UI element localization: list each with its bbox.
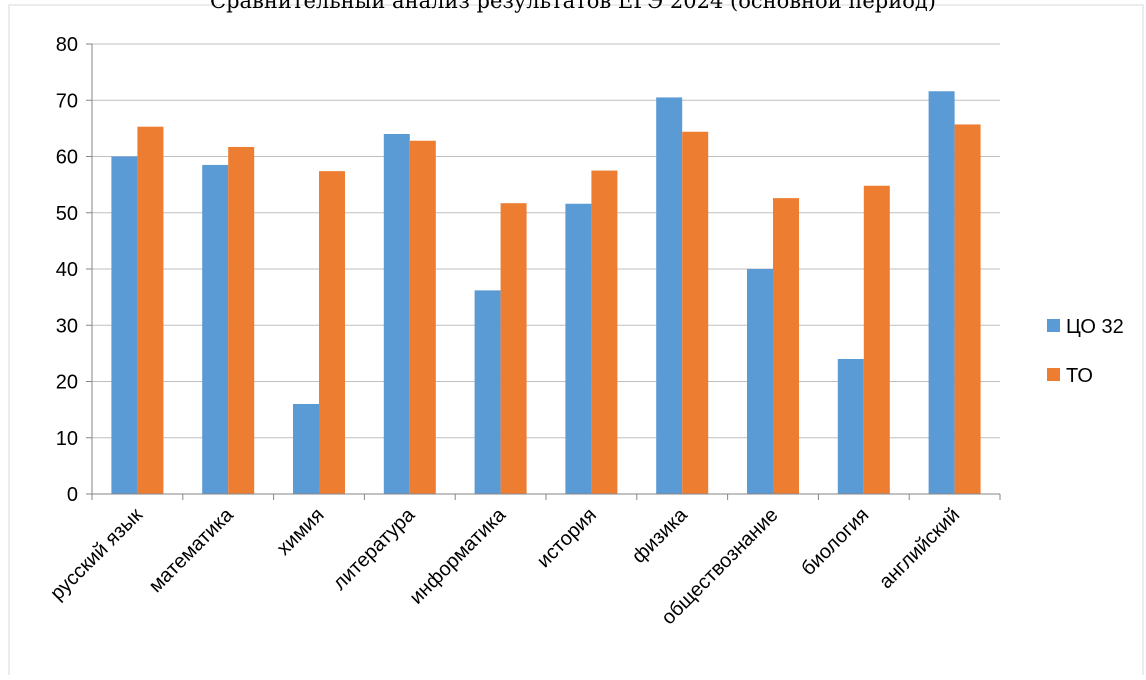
y-tick-label: 60: [56, 147, 78, 169]
bar: [202, 164, 229, 494]
y-tick-label: 20: [56, 372, 78, 394]
bar: [228, 146, 255, 494]
bar: [409, 140, 436, 494]
bar: [928, 91, 955, 494]
bar: [656, 97, 683, 494]
bar: [747, 269, 773, 494]
legend: ЦО 32 ТО: [1047, 316, 1124, 387]
y-tick-label: 30: [56, 315, 78, 337]
x-tick-label: физика: [628, 503, 692, 567]
x-tick-label: химия: [273, 504, 329, 560]
x-tick-label: история: [533, 504, 601, 572]
x-tick-label: английский: [875, 504, 964, 593]
bar: [111, 156, 138, 494]
y-tick-label: 80: [56, 34, 78, 56]
legend-swatch: [1047, 368, 1060, 381]
y-tick-label: 50: [56, 203, 78, 225]
bar: [383, 134, 410, 494]
y-tick-label: 40: [56, 259, 78, 281]
y-tick-label: 70: [56, 90, 78, 112]
bar: [863, 185, 890, 494]
bar: [591, 170, 618, 494]
bar: [565, 203, 592, 494]
bar: [773, 198, 799, 494]
bar: [500, 203, 527, 494]
y-tick-label: 0: [67, 484, 78, 506]
bar: [474, 290, 501, 494]
bar: [293, 404, 319, 494]
legend-label: ТО: [1066, 365, 1093, 387]
x-tick-label: информатика: [405, 503, 510, 608]
x-tick-label: биология: [797, 504, 873, 580]
x-tick-label: математика: [145, 503, 239, 597]
x-tick-label: литература: [329, 503, 420, 594]
bar: [837, 359, 864, 494]
chart-border: [8, 4, 1144, 680]
legend-swatch: [1047, 319, 1060, 332]
x-tick-label: русский язык: [46, 504, 147, 605]
legend-label: ЦО 32: [1066, 316, 1124, 338]
y-tick-label: 10: [56, 428, 78, 450]
bar: [682, 131, 709, 494]
bar: [954, 124, 981, 494]
chart-title: Сравнительный анализ результатов ЕГЭ 202…: [210, 0, 936, 13]
bars: [111, 91, 981, 494]
bar: [137, 126, 164, 494]
bar: [319, 171, 345, 494]
